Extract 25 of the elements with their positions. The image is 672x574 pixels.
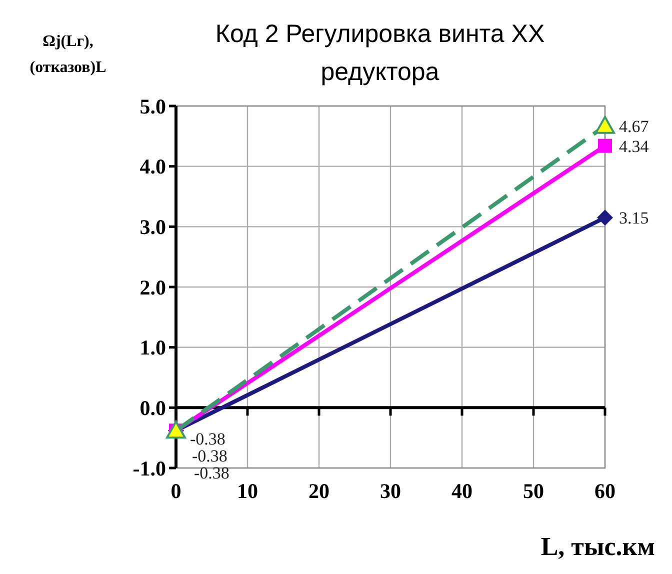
data-label: 4.67	[619, 116, 650, 136]
data-label: 3.15	[619, 208, 649, 228]
chart-title: Код 2 Регулировка винта ХХ редуктора	[215, 20, 545, 86]
y-tick-label: 3.0	[140, 215, 166, 240]
x-axis-title: L, тыс.км	[540, 532, 655, 561]
x-tick-label: 30	[380, 479, 401, 503]
x-tick-label: 60	[594, 479, 616, 503]
y-tick-label: 2.0	[140, 275, 166, 300]
y-tick-label: -1.0	[132, 456, 166, 480]
data-label: -0.38	[194, 464, 230, 483]
x-tick-label: 0	[170, 479, 182, 503]
data-label: 4.34	[619, 136, 650, 156]
point	[598, 138, 612, 153]
x-tick-label: 20	[308, 479, 330, 503]
point	[597, 210, 613, 226]
y-tick-label: 4.0	[140, 154, 166, 179]
x-tick-label: 50	[523, 479, 544, 503]
data-label: -0.38	[190, 430, 226, 449]
x-tick-label: 40	[452, 479, 472, 503]
y-tick-label: 5.0	[140, 94, 166, 118]
y-tick-label: 1.0	[140, 336, 166, 360]
y-axis-title: Ωj(Lг), (отказов)L	[30, 33, 106, 76]
data-label: -0.38	[192, 446, 228, 466]
y-tick-label: 0.0	[140, 396, 166, 420]
x-tick-label: 10	[237, 479, 258, 503]
